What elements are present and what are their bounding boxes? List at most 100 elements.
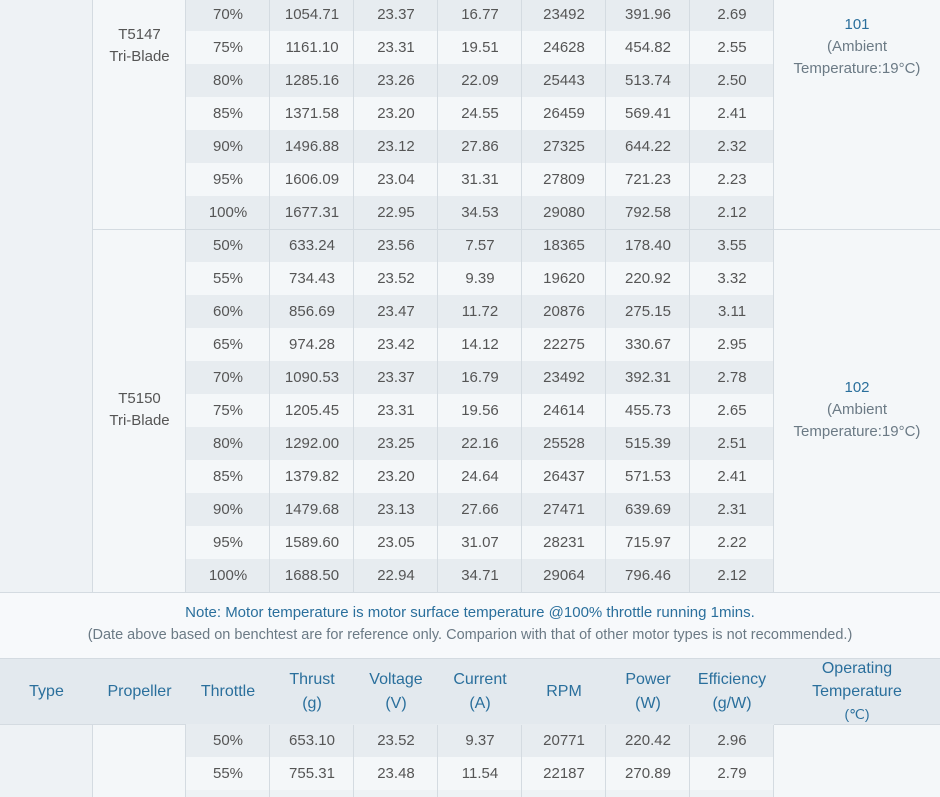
group2-propeller: T5150 Tri-Blade [93,388,186,432]
power-cell: 330.67 [625,335,671,353]
voltage-cell: 23.48 [377,764,415,782]
rpm-cell: 23492 [543,368,585,386]
grid-line [92,725,93,797]
current-cell: 11.72 [461,302,499,320]
throttle-cell: 75% [212,38,244,56]
grid-line [773,725,774,797]
rpm-cell: 20771 [543,731,585,749]
group-divider [92,229,940,230]
current-cell: 16.79 [461,368,499,386]
thrust-cell: 1589.60 [284,533,340,551]
table-row [186,460,774,493]
current-cell: 11.54 [461,764,499,782]
thrust-cell: 1688.50 [284,566,340,584]
throttle-cell: 50% [212,731,244,749]
voltage-cell: 23.37 [377,368,415,386]
grid-line [437,725,438,797]
power-cell: 275.15 [625,302,671,320]
grid-line [773,0,774,593]
current-cell: 24.55 [461,104,499,122]
current-cell: 27.66 [461,500,499,518]
rpm-cell: 25443 [543,71,585,89]
throttle-cell: 65% [212,335,244,353]
header-power: Power (W) [606,658,690,725]
throttle-cell: 90% [212,500,244,518]
throttle-cell: 90% [212,137,244,155]
efficiency-cell: 2.69 [717,5,747,23]
header-throttle: Throttle [186,658,270,725]
current-cell: 34.53 [461,203,499,221]
power-cell: 391.96 [625,5,671,23]
voltage-cell: 23.04 [377,170,415,188]
header-thrust-label: Thrust [289,670,335,688]
ambient-value: Temperature:19°C) [793,423,921,440]
current-cell: 9.37 [465,731,495,749]
thrust-cell: 1606.09 [284,170,340,188]
thrust-cell: 1054.71 [284,5,340,23]
efficiency-cell: 2.50 [717,71,747,89]
efficiency-cell: 2.32 [717,137,747,155]
efficiency-cell: 2.12 [717,566,747,584]
power-cell: 392.31 [625,368,671,386]
header-efficiency-label: Efficiency [697,670,767,688]
thrust-cell: 653.10 [289,731,335,749]
thrust-cell: 1205.45 [284,401,340,419]
efficiency-cell: 2.22 [717,533,747,551]
ambient-value: Temperature:19°C) [793,60,921,77]
header-propeller: Propeller [93,658,186,725]
power-cell: 792.58 [625,203,671,221]
header-voltage-unit: (V) [385,694,407,712]
thrust-cell: 633.24 [289,236,335,254]
table-row [186,31,774,64]
propeller-model: T5150 [118,390,161,407]
voltage-cell: 23.52 [377,731,415,749]
thrust-cell: 1090.53 [284,368,340,386]
header-current-unit: (A) [469,694,491,712]
efficiency-cell: 2.41 [717,104,747,122]
power-cell: 639.69 [625,500,671,518]
voltage-cell: 23.12 [377,137,415,155]
efficiency-cell: 2.41 [717,467,747,485]
header-temp-unit: (℃) [844,706,870,722]
voltage-cell: 23.47 [377,302,415,320]
propeller-blade: Tri-Blade [109,412,170,429]
current-cell: 9.39 [465,269,495,287]
current-cell: 22.16 [461,434,499,452]
ambient-label: (Ambient [826,38,888,55]
efficiency-cell: 2.23 [717,170,747,188]
rpm-cell: 23492 [543,5,585,23]
power-cell: 515.39 [625,434,671,452]
efficiency-cell: 2.95 [717,335,747,353]
efficiency-cell: 3.55 [717,236,747,254]
grid-line [437,0,438,593]
grid-line [92,0,93,593]
grid-line [521,0,522,593]
header-power-label: Power [625,670,671,688]
current-cell: 24.64 [461,467,499,485]
efficiency-cell: 2.12 [717,203,747,221]
rpm-cell: 29080 [543,203,585,221]
table-row [186,130,774,163]
group1-propeller: T5147 Tri-Blade [93,24,186,68]
propeller-column [93,725,186,797]
efficiency-cell: 2.55 [717,38,747,56]
efficiency-cell: 2.65 [717,401,747,419]
power-cell: 721.23 [625,170,671,188]
grid-line [269,725,270,797]
note-box [0,593,940,658]
thrust-cell: 1285.16 [284,71,340,89]
thrust-cell: 1496.88 [284,137,340,155]
temperature-value: 102 [844,379,870,396]
power-cell: 571.53 [625,467,671,485]
voltage-cell: 23.13 [377,500,415,518]
header-voltage: Voltage (V) [354,658,438,725]
throttle-cell: 100% [208,566,248,584]
throttle-cell: 55% [212,764,244,782]
rpm-cell: 27471 [543,500,585,518]
rpm-cell: 27809 [543,170,585,188]
current-cell: 19.51 [461,38,499,56]
throttle-cell: 50% [212,236,244,254]
note-line-2: (Date above based on benchtest are for r… [87,627,853,643]
throttle-cell: 85% [212,104,244,122]
header-temp-label-1: Operating [821,660,893,677]
